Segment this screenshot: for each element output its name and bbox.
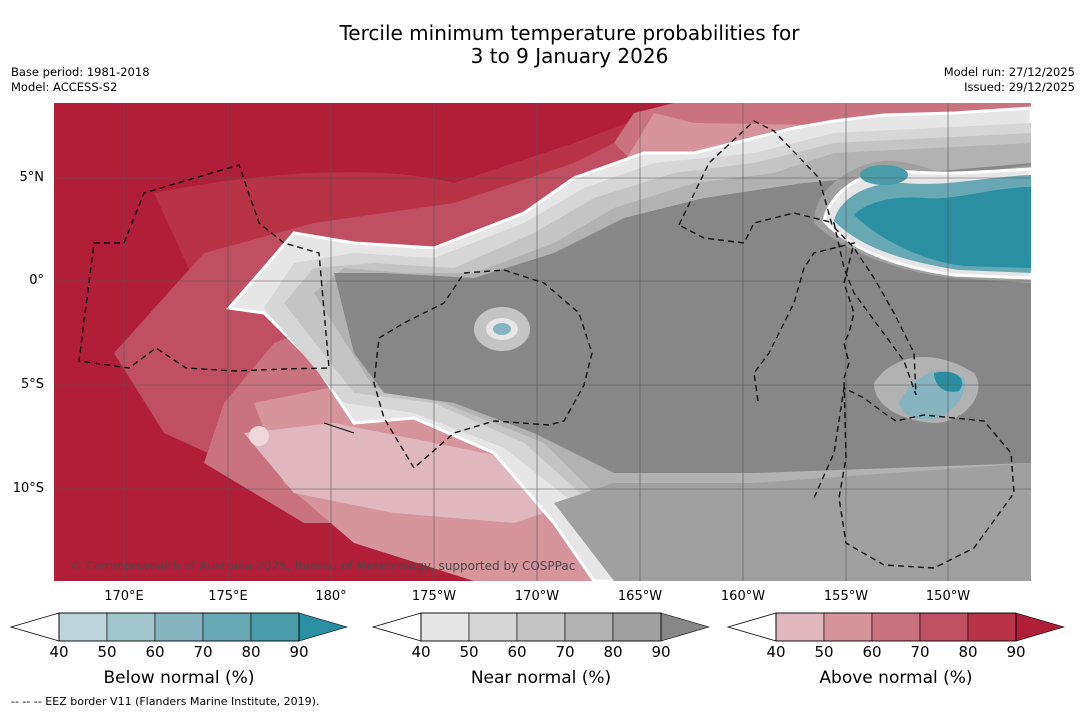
below-tick-60: 60 — [145, 643, 165, 661]
colorbar-below-max-arrow — [298, 612, 349, 642]
lat-label-5n: 5°N — [19, 170, 45, 185]
lon-label-155w: 155°W — [823, 589, 869, 604]
below-normal-small-blob — [860, 165, 908, 185]
probability-map[interactable] — [54, 103, 1031, 581]
lon-label-160w: 160°W — [720, 589, 766, 604]
colorbar-near-min-arrow — [372, 612, 422, 642]
below-tick-80: 80 — [241, 643, 261, 661]
colorbar-below-seg-60 — [154, 612, 204, 642]
colorbar-above-seg-50 — [823, 612, 873, 642]
below-tick-40: 40 — [49, 643, 69, 661]
lon-label-150w: 150°W — [925, 589, 971, 604]
lat-label-10s: 10°S — [12, 481, 44, 496]
colorbar-above-min-arrow — [727, 612, 777, 642]
above-normal-title: Above normal (%) — [819, 668, 973, 688]
lat-label-5s: 5°S — [20, 377, 44, 392]
base-period: Base period: 1981-2018 — [11, 65, 150, 79]
model-name: Model: ACCESS-S2 — [11, 80, 118, 94]
near-normal-80-region — [614, 483, 1031, 581]
near-tick-80: 80 — [603, 643, 623, 661]
near-normal-title: Near normal (%) — [470, 668, 612, 688]
above-normal-40-south — [244, 423, 574, 523]
eez-border-central — [373, 269, 593, 470]
eez-border-southeast — [753, 242, 1015, 569]
colorbar-below-seg-40 — [58, 612, 108, 642]
colorbar-below-normal — [10, 612, 349, 642]
near-tick-60: 60 — [507, 643, 527, 661]
colorbar-near-seg-50 — [468, 612, 518, 642]
lon-label-170e: 170°E — [104, 589, 144, 604]
near-tick-50: 50 — [459, 643, 479, 661]
island-mark — [323, 422, 355, 434]
below-normal-title: Below normal (%) — [103, 668, 255, 688]
above-tick-70: 70 — [910, 643, 930, 661]
colorbar-below-seg-70 — [202, 612, 252, 642]
below-normal-90-region — [854, 187, 1031, 268]
colorbar-near-seg-70 — [564, 612, 614, 642]
lon-label-175e: 175°E — [208, 589, 248, 604]
above-tick-40: 40 — [766, 643, 786, 661]
issued-date: Issued: 29/12/2025 — [964, 80, 1075, 94]
lon-label-170w: 170°W — [514, 589, 560, 604]
colorbar-near-seg-80 — [612, 612, 662, 642]
title-line-1: Tercile minimum temperature probabilitie… — [339, 21, 800, 45]
above-tick-80: 80 — [958, 643, 978, 661]
below-tick-50: 50 — [97, 643, 117, 661]
colorbar-near-max-arrow — [660, 612, 711, 642]
below-normal-tiny-patch — [493, 323, 511, 335]
near-tick-70: 70 — [555, 643, 575, 661]
eez-borders — [78, 120, 1015, 569]
model-run: Model run: 27/12/2025 — [943, 65, 1075, 79]
near-tick-90: 90 — [651, 643, 671, 661]
colorbar-near-seg-40 — [420, 612, 470, 642]
above-tick-90: 90 — [1006, 643, 1026, 661]
lon-label-175w: 175°W — [411, 589, 457, 604]
colorbar-below-min-arrow — [10, 612, 60, 642]
below-tick-90: 90 — [289, 643, 309, 661]
colorbar-above-seg-60 — [871, 612, 921, 642]
above-tick-50: 50 — [814, 643, 834, 661]
colorbar-above-seg-70 — [919, 612, 969, 642]
eez-legend-note: -- -- -- EEZ border V11 (Flanders Marine… — [11, 695, 320, 708]
near-tick-40: 40 — [411, 643, 431, 661]
eez-border-east — [678, 120, 917, 396]
lat-label-0: 0° — [29, 273, 44, 288]
above-normal-spot — [249, 426, 269, 446]
title-line-2: 3 to 9 January 2026 — [470, 44, 669, 68]
meta-right: Model run: 27/12/2025 Issued: 29/12/2025 — [944, 65, 1075, 95]
colorbar-below-seg-50 — [106, 612, 156, 642]
colorbar-above-seg-80 — [967, 612, 1017, 642]
graticule — [54, 103, 1031, 581]
above-tick-60: 60 — [862, 643, 882, 661]
map-title: Tercile minimum temperature probabilitie… — [0, 22, 1085, 68]
colorbar-near-seg-60 — [516, 612, 566, 642]
colorbar-near-normal — [372, 612, 711, 642]
colorbar-above-seg-40 — [775, 612, 825, 642]
lon-label-165w: 165°W — [617, 589, 663, 604]
copyright-notice: © Commonwealth of Australia 2025, Bureau… — [70, 559, 576, 573]
colorbar-above-max-arrow — [1015, 612, 1066, 642]
meta-left: Base period: 1981-2018 Model: ACCESS-S2 — [11, 65, 150, 95]
lon-label-180: 180° — [315, 589, 347, 604]
colorbar-below-seg-80 — [250, 612, 300, 642]
colorbar-above-normal — [727, 612, 1066, 642]
below-tick-70: 70 — [193, 643, 213, 661]
